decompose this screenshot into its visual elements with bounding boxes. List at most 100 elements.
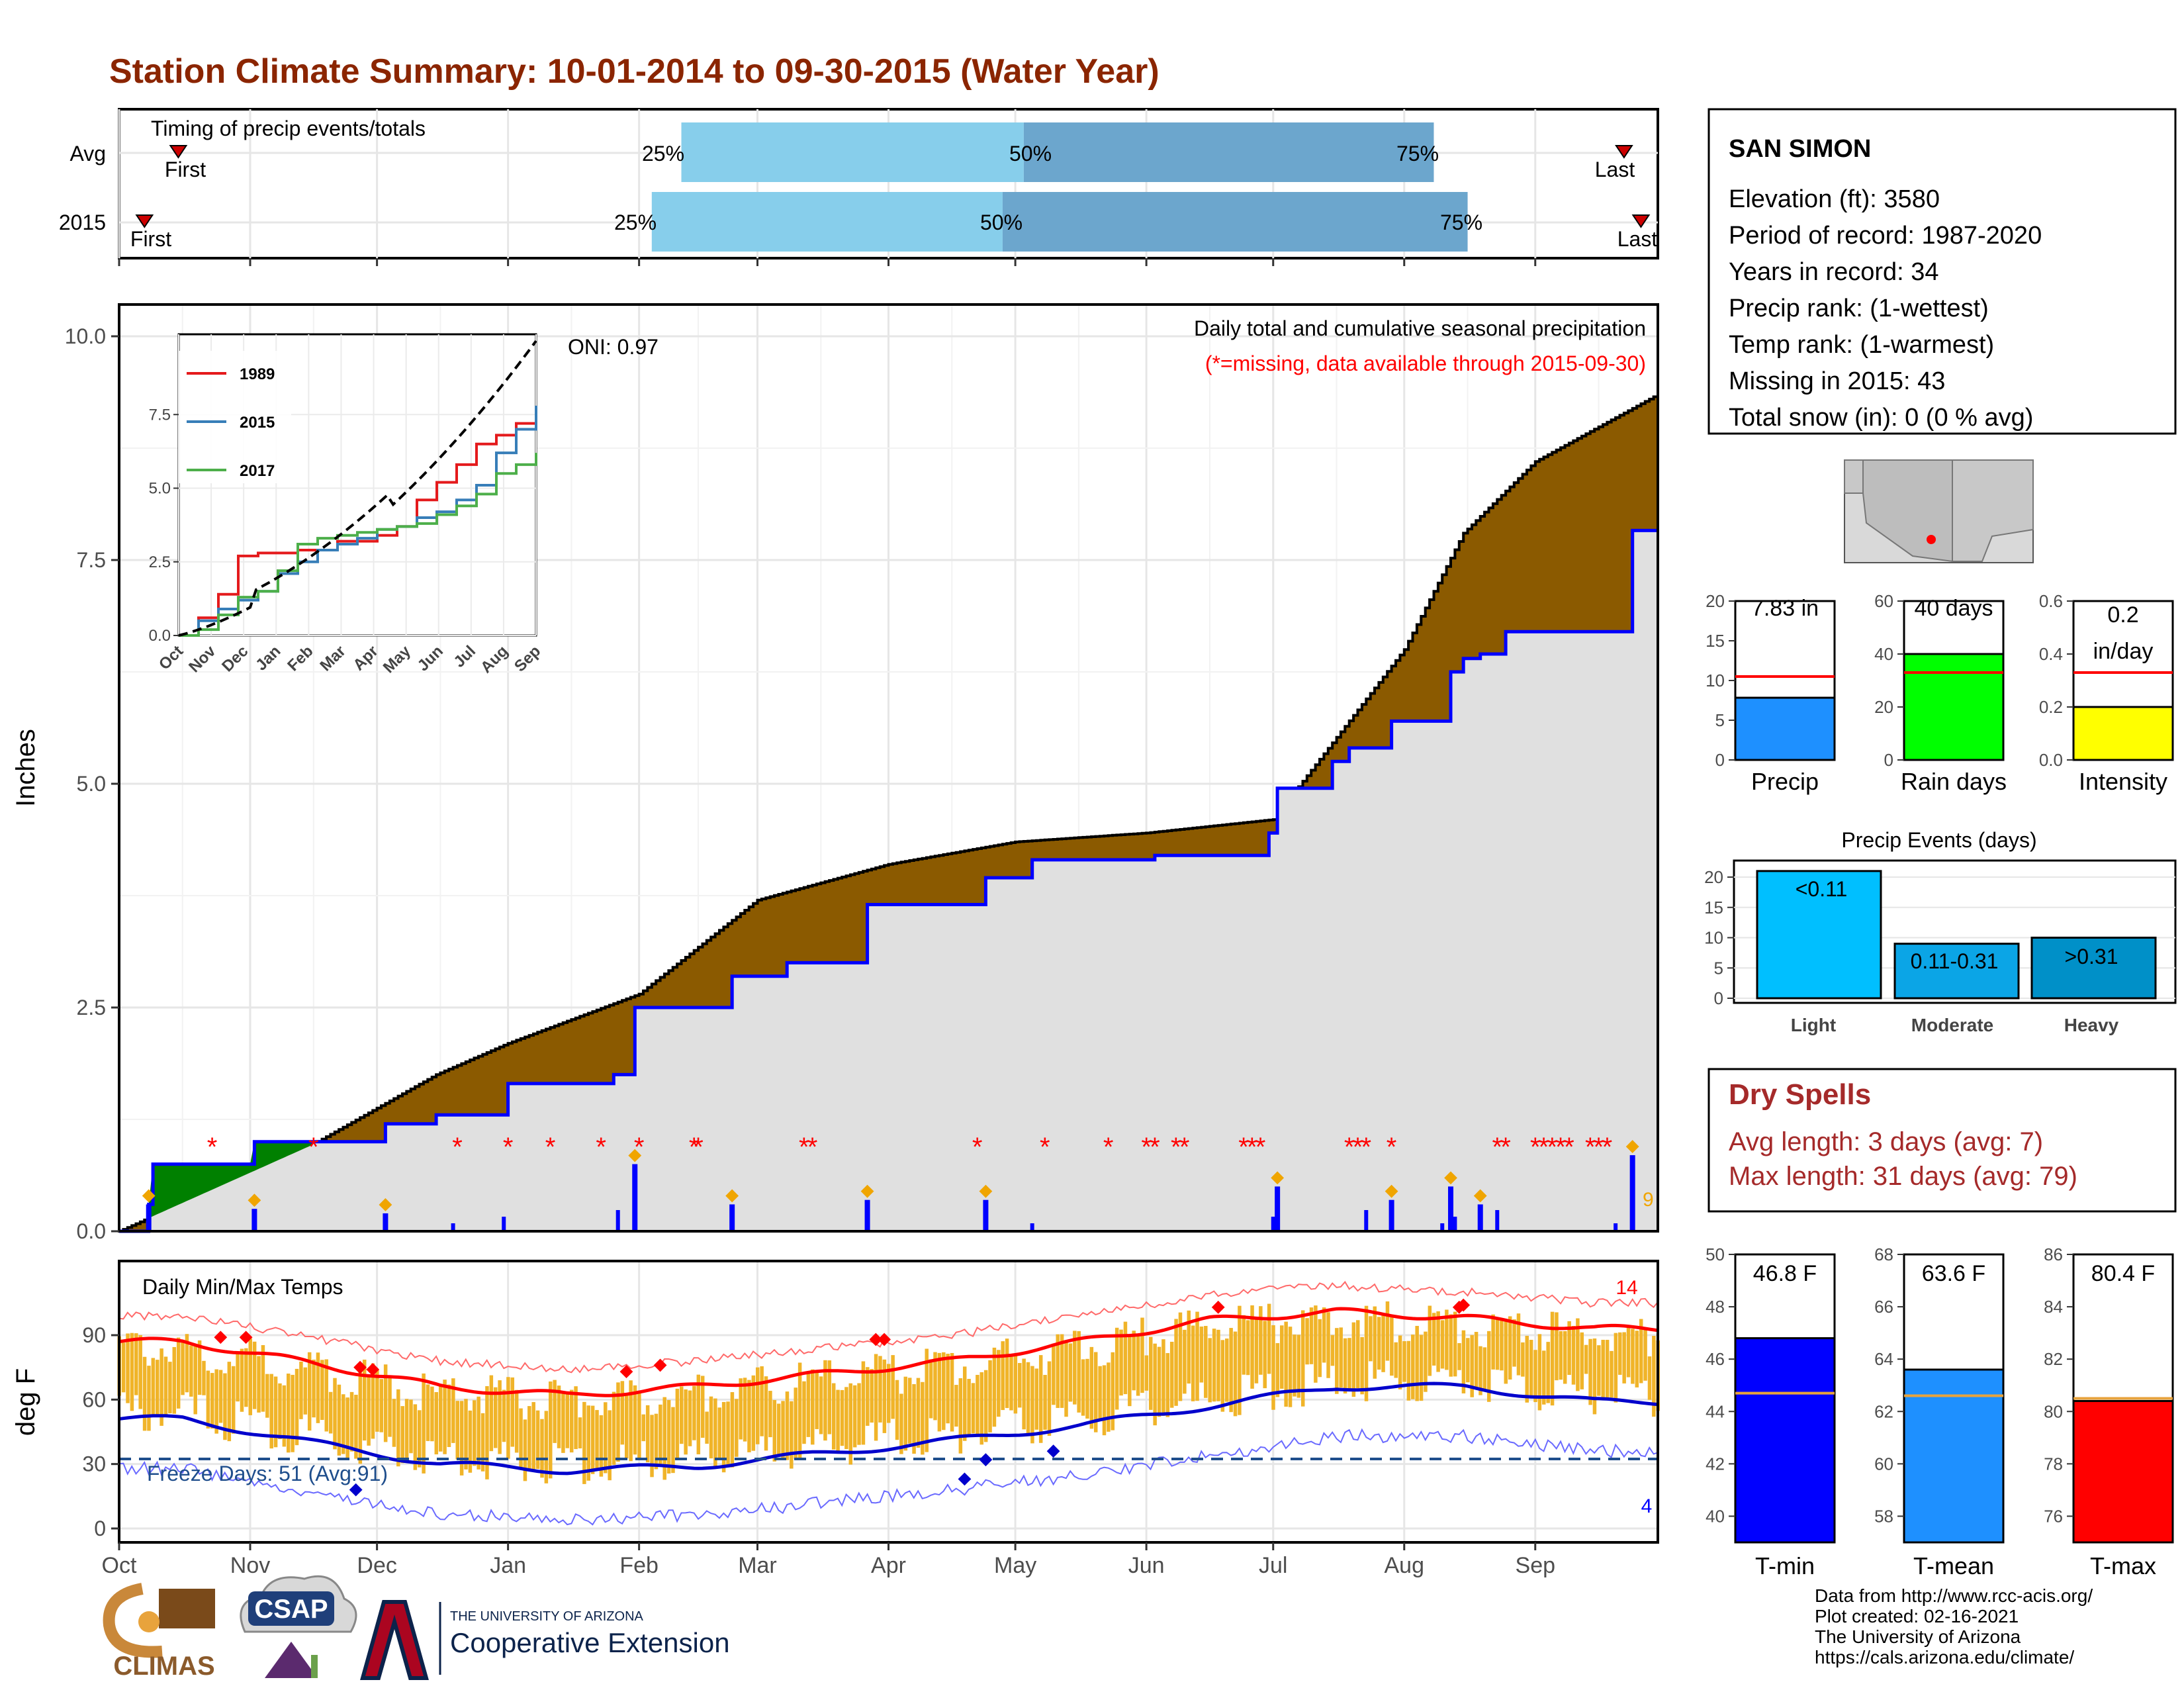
temp-day-bar [1068,1343,1073,1402]
missing-star: * [1179,1133,1190,1162]
daily-precip-bar [632,1164,638,1231]
temp-day-bar [400,1406,404,1464]
temp-day-bar [662,1397,666,1480]
temp-day-bar [764,1376,768,1451]
temp-day-bar [962,1366,967,1441]
temp-day-bar [891,1355,895,1419]
temp-day-bar [937,1352,942,1432]
mini-bar-tick-label: 20 [1874,697,1893,717]
events-tick-label: 5 [1714,958,1723,978]
temp-day-bar [794,1387,797,1459]
missing-star: * [1103,1133,1114,1162]
temp-day-bar [595,1410,599,1470]
temp-day-bar [866,1367,870,1426]
temp-y-tick-label: 30 [82,1452,106,1476]
temp-day-bar [967,1379,971,1435]
temp-day-bar [1576,1318,1580,1391]
raindays-bar-label: Rain days [1901,768,2007,795]
record-low-marker [958,1472,972,1486]
temp-day-bar [797,1362,802,1458]
temp-day-bar [1639,1319,1643,1383]
temp-day-bar [1351,1322,1356,1397]
temp-day-bar [1161,1339,1165,1416]
temp-day-bar [1229,1328,1233,1413]
precip-y-label: Inches [11,729,40,807]
temp-day-bar [1123,1321,1128,1395]
events-bar-moderate [1893,943,2020,1000]
temp-day-bar [121,1342,126,1393]
legend-1989: 1989 [240,365,275,383]
temp-day-bar [1093,1352,1098,1432]
temp-day-bar [126,1333,130,1403]
daily-precip-bar [729,1204,735,1231]
temp-day-bar [1128,1336,1132,1407]
timing-bar-25-50 [681,122,1024,182]
temp-day-bar [1013,1354,1018,1414]
events-cat-heavy: Heavy [2064,1015,2119,1035]
temp-day-bar [958,1378,963,1454]
temp-day-bar [760,1366,764,1436]
timing-row-2015: 2015 [59,211,106,234]
temp-day-bar [988,1360,992,1432]
temp-day-bar [147,1366,151,1431]
daily-precip-top-marker [379,1198,392,1211]
temp-day-bar [1250,1305,1254,1389]
precip-bar-value: 7.83 in [1751,596,1819,621]
missing-star: * [503,1133,514,1162]
temp-day-bar [586,1405,590,1481]
temp-day-bar [840,1389,844,1446]
avg-max-line [118,1307,1659,1397]
temp-day-bar [1220,1340,1225,1412]
record-low-marker [349,1483,363,1497]
temp-label: Daily Min/Max Temps [142,1275,343,1299]
temp-day-bar [434,1391,439,1455]
temp-day-bar [553,1380,557,1443]
temp-day-bar [1347,1338,1351,1391]
temp-day-bar [650,1415,654,1477]
timing-bar-25-50 [651,192,1003,252]
arizona-map [1844,459,2034,563]
missing-star: * [1238,1133,1249,1162]
mini-bar-tick-label: 15 [1706,631,1725,651]
temp-day-bar [354,1395,358,1459]
temp-day-bar [443,1380,447,1454]
temp-day-bar [1022,1358,1026,1430]
missing-star: * [1602,1133,1613,1162]
temp-day-bar [1034,1368,1039,1430]
temp-day-bar [1364,1305,1369,1401]
temp-day-bar [345,1397,349,1458]
record-high-marker [1457,1298,1471,1312]
temp-day-bar [574,1386,578,1450]
daily-precip-bar-small [1453,1217,1457,1231]
daily-precip-top-marker [1385,1184,1398,1198]
precip-panel: * * * * * * * ** ** * * * ** ** *** *** * ** ***** *** 0.02… [11,303,1659,1243]
temp-day-bar [202,1360,206,1395]
temp-day-bar [1293,1335,1297,1397]
temp-day-bar [1631,1329,1635,1384]
temp-day-bar [218,1370,223,1423]
temp-day-bar [946,1354,950,1424]
month-label: Dec [357,1553,396,1578]
temp-day-bar [852,1385,857,1448]
temp-day-bar [1242,1315,1246,1375]
temp-day-bar [1369,1316,1373,1362]
temp-day-bar [1246,1320,1250,1376]
temp-day-bar [1588,1338,1592,1405]
temp-day-bar [1081,1359,1085,1416]
temp-day-bar [659,1404,662,1466]
temp-day-bar [1563,1331,1567,1384]
temp-day-bar [1470,1335,1474,1397]
temp-day-bar [168,1362,172,1414]
temp-day-bar [1038,1355,1043,1443]
temp-day-bar [172,1346,177,1414]
temp-day-bar [979,1372,984,1445]
timing-row-avg: Avg [69,142,106,165]
temp-day-bar [735,1399,739,1457]
temp-day-bar [1318,1319,1322,1378]
temp-day-bar [1622,1332,1626,1383]
tmax-bar-label: T-max [2090,1552,2156,1579]
temp-day-bar [1009,1355,1013,1411]
inset-tick-label: 5.0 [149,480,171,498]
csap-mountain [265,1642,318,1678]
precip-bar-label: Precip [1751,768,1819,795]
